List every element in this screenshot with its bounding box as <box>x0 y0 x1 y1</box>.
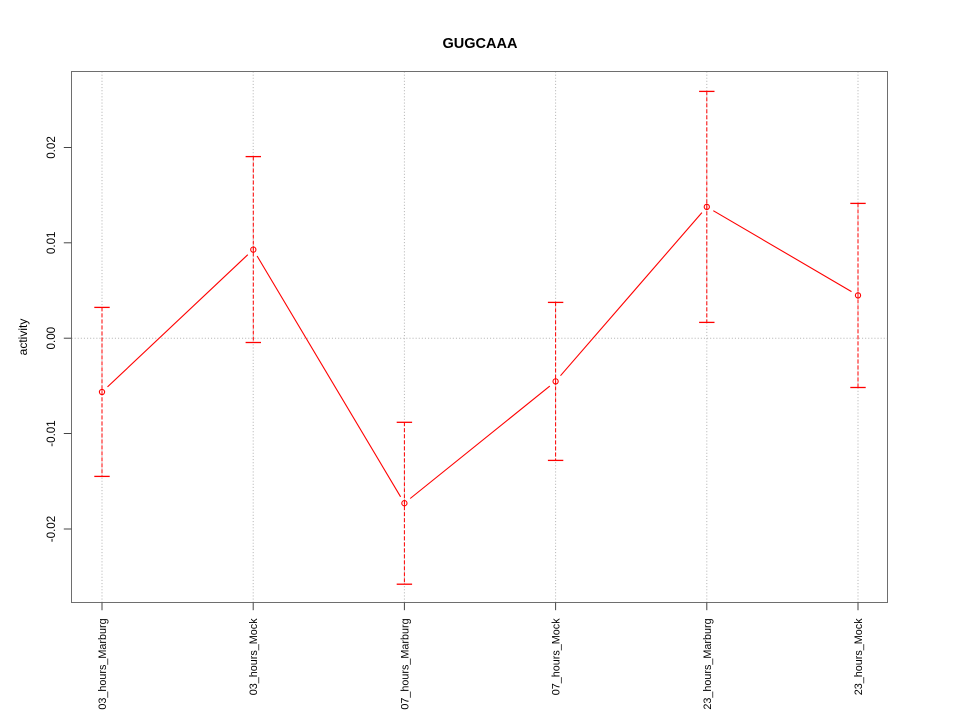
svg-text:-0.01: -0.01 <box>45 420 58 446</box>
svg-text:0.01: 0.01 <box>45 232 58 255</box>
svg-text:0.02: 0.02 <box>45 136 58 159</box>
svg-text:0.00: 0.00 <box>45 327 58 350</box>
svg-text:03_hours_Mock: 03_hours_Mock <box>248 618 260 695</box>
svg-text:-0.02: -0.02 <box>45 516 58 542</box>
svg-text:03_hours_Marburg: 03_hours_Marburg <box>97 618 109 709</box>
svg-text:07_hours_Marburg: 07_hours_Marburg <box>399 618 411 709</box>
svg-text:GUGCAAA: GUGCAAA <box>443 36 518 52</box>
svg-text:23_hours_Mock: 23_hours_Mock <box>853 618 865 695</box>
svg-text:07_hours_Mock: 07_hours_Mock <box>551 618 563 695</box>
svg-text:23_hours_Marburg: 23_hours_Marburg <box>702 618 714 709</box>
svg-text:activity: activity <box>16 319 30 356</box>
